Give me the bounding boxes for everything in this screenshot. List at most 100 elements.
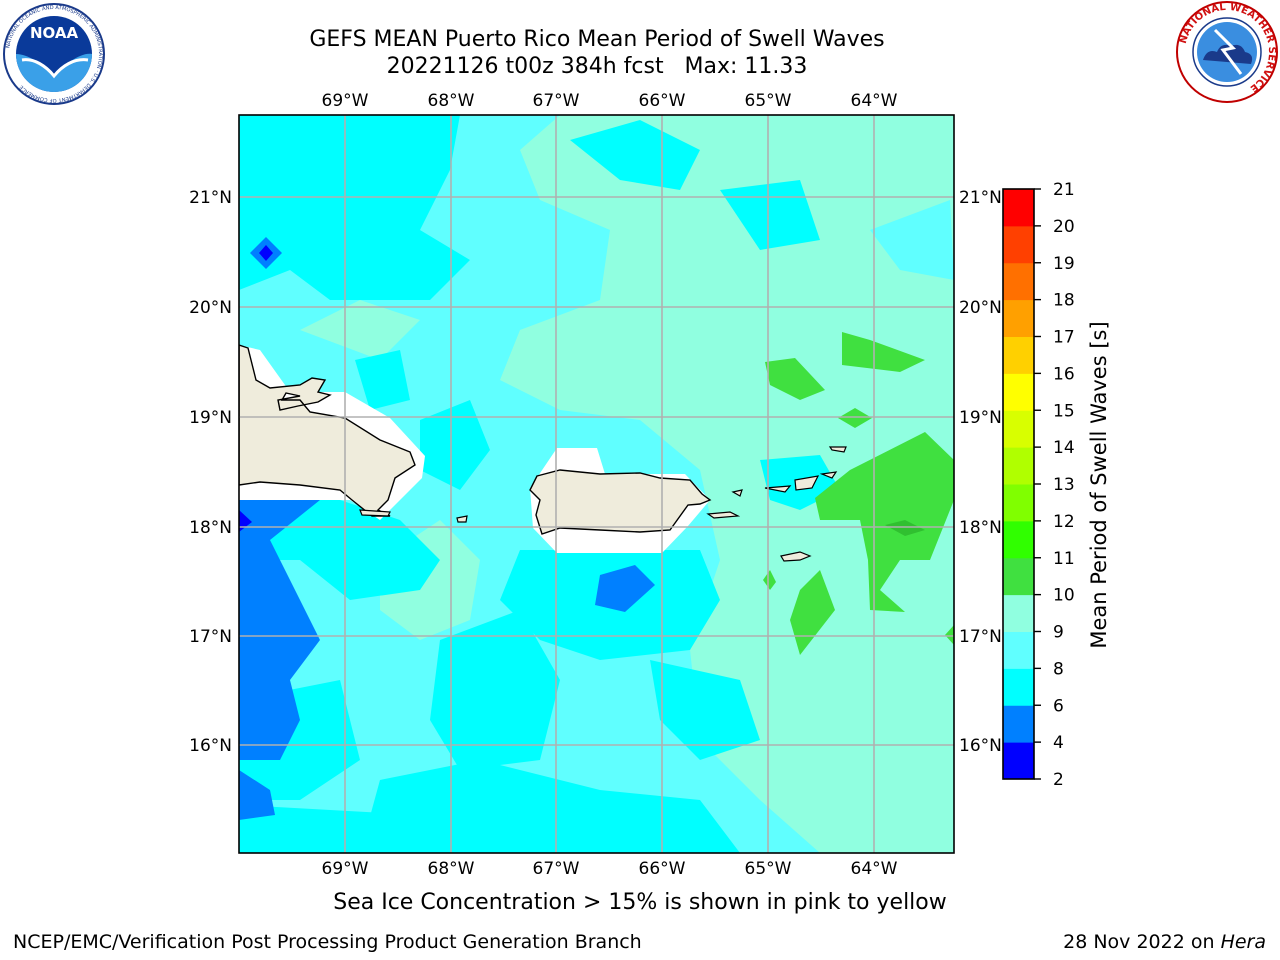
field-10-11 bbox=[945, 625, 954, 645]
field-10-11 bbox=[765, 358, 825, 400]
field-10-11 bbox=[842, 332, 925, 372]
lon-label: 68°W bbox=[428, 91, 475, 111]
field-6-8 bbox=[355, 350, 410, 410]
footer-date: 28 Nov 2022 on Hera bbox=[1063, 931, 1266, 953]
field-6-8 bbox=[239, 500, 440, 600]
lat-labels-left: 21°N 20°N 19°N 18°N 17°N 16°N bbox=[189, 188, 232, 756]
field-4-6 bbox=[239, 500, 320, 760]
lat-label: 17°N bbox=[959, 627, 1002, 647]
lon-label: 64°W bbox=[851, 91, 898, 111]
colorbar-segment bbox=[1003, 742, 1034, 780]
lat-label: 20°N bbox=[959, 298, 1002, 318]
field-9-10 bbox=[300, 300, 420, 360]
lat-label: 16°N bbox=[189, 736, 232, 756]
colorbar-tick-label: 15 bbox=[1053, 401, 1075, 421]
colorbar-segment bbox=[1003, 373, 1034, 411]
small-island bbox=[359, 509, 391, 517]
colorbar-tick-label: 20 bbox=[1053, 217, 1075, 237]
nws-logo: NATIONAL WEATHER SERVICE bbox=[1176, 1, 1278, 103]
colorbar-segment bbox=[1003, 557, 1034, 596]
lat-label: 21°N bbox=[189, 188, 232, 208]
field-10-11 bbox=[838, 408, 872, 428]
field-10-11 bbox=[815, 432, 954, 612]
colorbar-segment bbox=[1003, 668, 1034, 706]
colorbar-tick-label: 8 bbox=[1053, 659, 1064, 679]
small-island bbox=[794, 475, 820, 491]
lat-label: 18°N bbox=[189, 518, 232, 538]
small-island bbox=[731, 489, 743, 497]
colorbar-ticks: 2 4 6 8 9 10 11 12 13 14 15 16 17 18 19 20 21 bbox=[1034, 180, 1075, 790]
field-8-9 bbox=[870, 200, 954, 280]
colorbar-tick-label: 9 bbox=[1053, 623, 1064, 643]
colorbar-tick-label: 12 bbox=[1053, 512, 1075, 532]
noaa-logo: NOAA NATIONAL OCEANIC AND ATMOSPHERIC AD… bbox=[3, 3, 105, 105]
noaa-logo-text: NOAA bbox=[30, 24, 79, 42]
lon-label: 65°W bbox=[745, 859, 792, 879]
colorbar-tick-label: 11 bbox=[1053, 549, 1075, 569]
colorbar-tick-label: 14 bbox=[1053, 438, 1075, 458]
lon-label: 66°W bbox=[639, 859, 686, 879]
colorbar-tick-label: 21 bbox=[1053, 180, 1075, 200]
footer-date-text: 28 Nov 2022 on bbox=[1063, 931, 1221, 953]
lat-label: 19°N bbox=[189, 408, 232, 428]
colorbar-segment bbox=[1003, 484, 1034, 522]
colorbar-tick-label: 13 bbox=[1053, 475, 1075, 495]
field-2-4 bbox=[259, 245, 273, 261]
colorbar-tick-label: 2 bbox=[1053, 770, 1064, 790]
small-island bbox=[819, 471, 838, 479]
field-10-11 bbox=[763, 570, 776, 590]
lat-label: 18°N bbox=[959, 518, 1002, 538]
colorbar-segment bbox=[1003, 336, 1034, 374]
colorbar-segment bbox=[1003, 262, 1034, 301]
lon-label: 67°W bbox=[533, 859, 580, 879]
lon-labels-bottom: 69°W 68°W 67°W 66°W 65°W 64°W bbox=[322, 859, 898, 879]
colorbar-segment bbox=[1003, 447, 1034, 485]
colorbar-segment bbox=[1003, 299, 1034, 337]
lon-label: 66°W bbox=[639, 91, 686, 111]
field-6-8 bbox=[239, 115, 470, 300]
lon-label: 65°W bbox=[745, 91, 792, 111]
colorbar-tick-label: 17 bbox=[1053, 328, 1075, 348]
colorbar-tick-label: 4 bbox=[1053, 733, 1064, 753]
footer-branch: NCEP/EMC/Verification Post Processing Pr… bbox=[13, 931, 642, 953]
lat-label: 16°N bbox=[959, 736, 1002, 756]
field-6-8 bbox=[430, 610, 560, 770]
small-island bbox=[780, 551, 812, 562]
field-6-8 bbox=[420, 400, 490, 490]
small-island bbox=[828, 446, 847, 453]
lon-label: 69°W bbox=[322, 859, 369, 879]
field-4-6 bbox=[595, 565, 655, 612]
colorbar-segment bbox=[1003, 225, 1034, 264]
field-6-8 bbox=[360, 760, 740, 853]
lat-label: 20°N bbox=[189, 298, 232, 318]
colorbar-tick-label: 16 bbox=[1053, 364, 1075, 384]
field-11-12 bbox=[885, 520, 925, 536]
lon-label: 68°W bbox=[428, 859, 475, 879]
footer-host: Hera bbox=[1220, 931, 1266, 953]
colorbar-segment bbox=[1003, 594, 1034, 632]
field-6-8 bbox=[239, 805, 420, 853]
colorbar-tick-label: 6 bbox=[1053, 696, 1064, 716]
chart-subtitle: 20221126 t00z 384h fcst Max: 11.33 bbox=[386, 54, 808, 79]
sea-ice-caption: Sea Ice Concentration > 15% is shown in … bbox=[333, 890, 947, 915]
map-gridlines bbox=[239, 115, 954, 853]
map-field bbox=[239, 115, 954, 853]
field-10-11 bbox=[790, 570, 835, 655]
colorbar-segment bbox=[1003, 631, 1034, 669]
small-island bbox=[764, 485, 792, 493]
puerto-rico-land bbox=[529, 469, 712, 535]
colorbar-label: Mean Period of Swell Waves [s] bbox=[1087, 321, 1111, 648]
field-6-8 bbox=[570, 120, 700, 190]
hispaniola-land bbox=[239, 344, 416, 517]
map-frame bbox=[238, 114, 955, 854]
lon-label: 69°W bbox=[322, 91, 369, 111]
lon-label: 64°W bbox=[851, 859, 898, 879]
lon-label: 67°W bbox=[533, 91, 580, 111]
lat-label: 21°N bbox=[959, 188, 1002, 208]
field-6-8 bbox=[650, 660, 760, 760]
field-9-10 bbox=[500, 115, 954, 853]
lat-label: 19°N bbox=[959, 408, 1002, 428]
lat-label: 17°N bbox=[189, 627, 232, 647]
colorbar bbox=[1002, 188, 1035, 780]
